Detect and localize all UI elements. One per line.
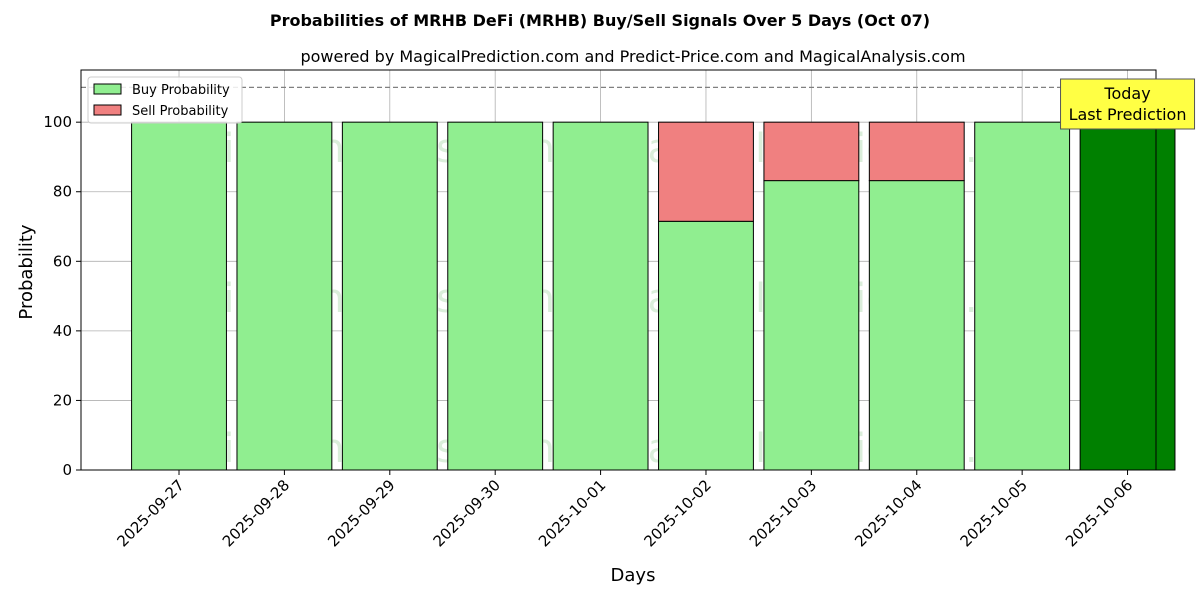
x-tick-label: 2025-09-28 [219, 476, 293, 550]
x-tick-label: 2025-10-04 [851, 476, 925, 550]
buy-bar [341, 121, 438, 471]
x-tick-label: 2025-10-05 [957, 476, 1031, 550]
buy-bar [974, 121, 1071, 471]
sell-bar [868, 121, 965, 182]
x-tick-label: 2025-09-30 [430, 476, 504, 550]
x-axis-label: Days [611, 565, 656, 586]
buy-bar [552, 121, 649, 471]
callout-text: Last Prediction [1069, 105, 1187, 124]
buy-bar [447, 121, 544, 471]
legend-label: Buy Probability [132, 83, 230, 98]
y-axis-label: Probability [16, 224, 37, 319]
sell-bar [763, 121, 860, 182]
legend-swatch [93, 104, 122, 116]
buy-bar [868, 180, 965, 471]
plot-frame [80, 69, 1157, 471]
sell-bar [658, 121, 754, 222]
x-tick-label: 2025-10-03 [746, 476, 820, 550]
buy-bar [236, 121, 333, 471]
callout-text: Today [1103, 84, 1150, 103]
x-tick-label: 2025-10-01 [535, 476, 609, 550]
bars-layer [131, 121, 1176, 471]
chart-title: Probabilities of MRHB DeFi (MRHB) Buy/Se… [270, 11, 930, 30]
x-tick-label: 2025-10-06 [1062, 476, 1136, 550]
x-tick-label: 2025-09-29 [324, 476, 398, 550]
callout-box [1060, 78, 1196, 130]
y-tick-label: 20 [53, 391, 72, 409]
buy-bar [131, 121, 227, 471]
buy-bar [1079, 121, 1176, 471]
legend-swatch [93, 83, 122, 95]
y-tick-label: 100 [43, 113, 72, 131]
y-tick-label: 0 [62, 461, 72, 479]
y-tick-label: 80 [53, 183, 72, 201]
today-callout: Today Last Prediction [1060, 78, 1196, 130]
legend-box [87, 76, 243, 124]
legend: Buy Probability Sell Probability [87, 76, 243, 124]
x-tick-label: 2025-10-02 [640, 476, 714, 550]
y-tick-label: 40 [53, 322, 72, 340]
buy-bar [763, 180, 860, 471]
y-tick-label: 60 [53, 252, 72, 270]
legend-label: Sell Probability [132, 104, 229, 119]
chart-subtitle: powered by MagicalPrediction.com and Pre… [300, 47, 965, 66]
buy-bar [658, 220, 754, 471]
x-tick-label: 2025-09-27 [113, 476, 187, 550]
